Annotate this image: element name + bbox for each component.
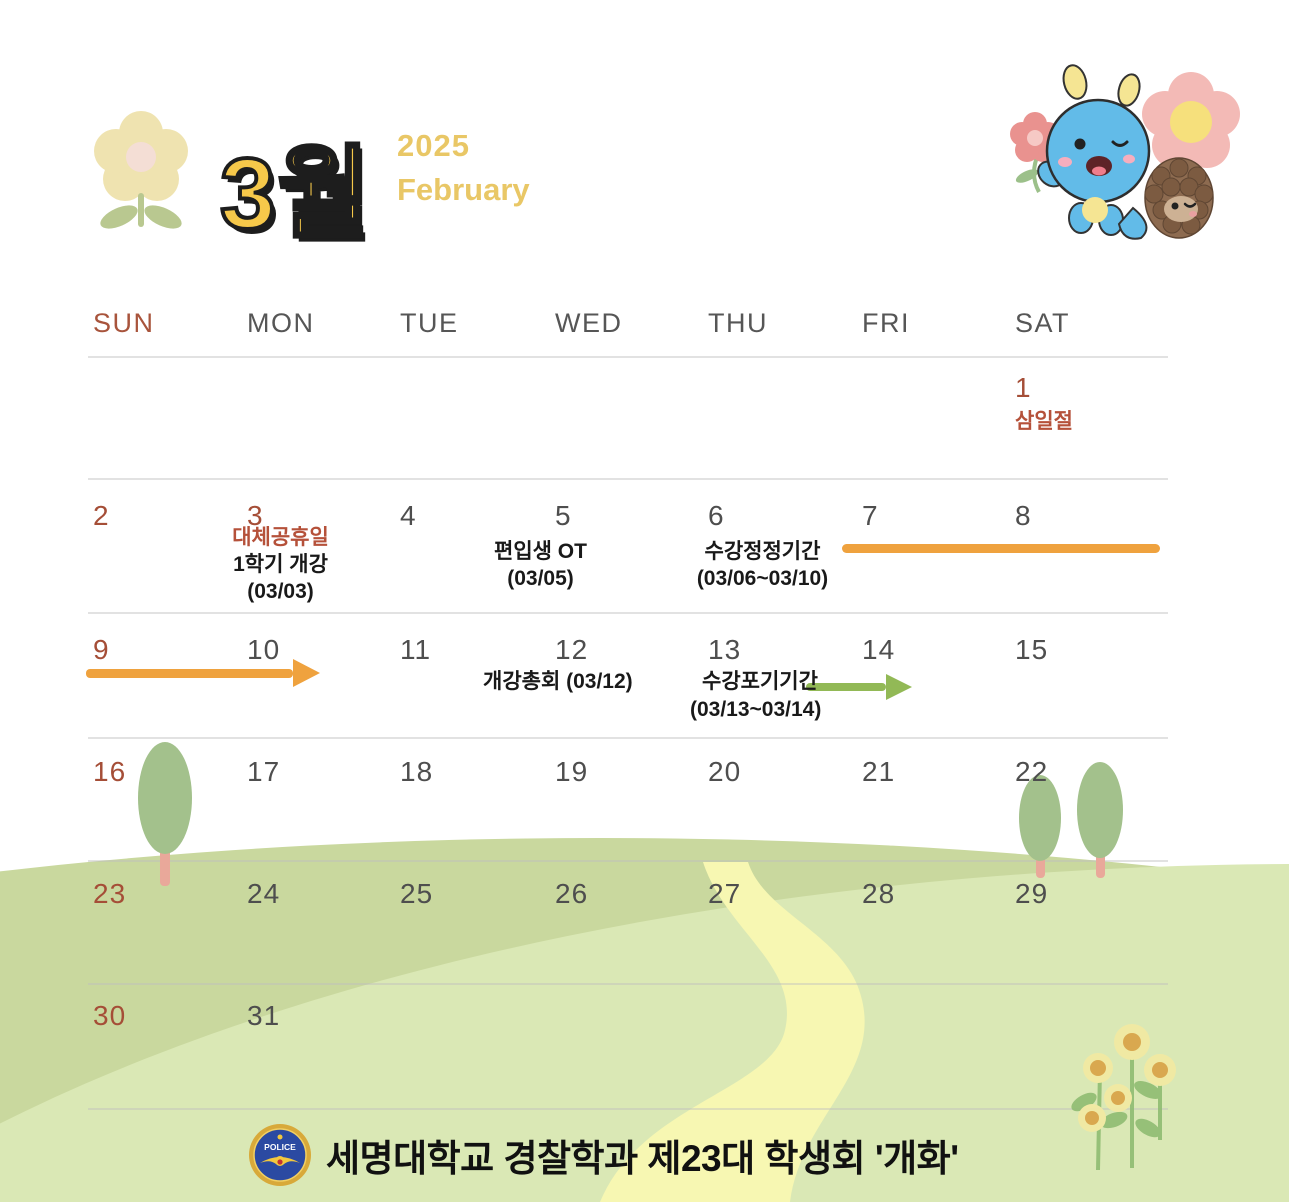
date-cell: 9 xyxy=(93,634,110,665)
date-cell: 23 xyxy=(93,878,127,909)
dragon-mascot-illustration xyxy=(1010,64,1240,240)
date-cell: 14 xyxy=(862,634,896,665)
date-cell: 8 xyxy=(1015,500,1032,531)
date-cell: 12 xyxy=(555,634,589,665)
divider xyxy=(88,478,1168,480)
page-title-month-en: February xyxy=(397,172,530,207)
date-cell: 27 xyxy=(708,878,742,909)
date-cell: 17 xyxy=(247,756,281,787)
date-cell: 29 xyxy=(1015,878,1049,909)
date-cell: 24 xyxy=(247,878,281,909)
orange-arrow-head-icon xyxy=(293,659,320,687)
divider xyxy=(88,1108,1168,1110)
date-cell: 25 xyxy=(400,878,434,909)
date-cell: 2 xyxy=(93,500,110,531)
police-badge-icon: POLICE xyxy=(249,1124,311,1186)
date-cell: 3 xyxy=(247,500,264,531)
divider xyxy=(88,612,1168,614)
date-cell: 7 xyxy=(862,500,879,531)
orange-period-bar xyxy=(842,544,1160,553)
date-cell: 22 xyxy=(1015,756,1049,787)
weekday-tue: TUE xyxy=(400,308,459,338)
footer-title: 세명대학교 경찰학과 제23대 학생회 '개화' xyxy=(326,1138,959,1179)
date-cell: 15 xyxy=(1015,634,1049,665)
event-course-change-period: 수강정정기간 (03/06~03/10) xyxy=(696,540,829,590)
cypress-tree-icon xyxy=(138,742,192,886)
date-cell: 20 xyxy=(708,756,742,787)
page-title-month: 3월 xyxy=(218,136,372,252)
weekday-sun: SUN xyxy=(93,308,155,338)
event-substitute-holiday: 대체공휴일 xyxy=(232,526,329,549)
weekday-fri: FRI xyxy=(862,308,910,338)
green-arrow-shaft xyxy=(806,683,886,691)
date-cell: 16 xyxy=(93,756,127,787)
date-cell: 26 xyxy=(555,878,589,909)
page-title-year: 2025 xyxy=(397,128,470,163)
weekday-mon: MON xyxy=(247,308,315,338)
divider xyxy=(88,983,1168,985)
date-cell: 18 xyxy=(400,756,434,787)
winding-path xyxy=(600,862,865,1202)
divider xyxy=(88,860,1168,862)
event-march-3: 대체공휴일 1학기 개강 (03/03) xyxy=(198,524,363,605)
event-samiljeol: 삼일절 xyxy=(1015,410,1073,433)
divider xyxy=(88,356,1168,358)
flower-icon xyxy=(94,111,188,229)
date-cell: 11 xyxy=(400,634,432,665)
date-cell: 30 xyxy=(93,1000,127,1031)
date-cell: 13 xyxy=(708,634,742,665)
event-semester-start-date: (03/03) xyxy=(247,580,314,603)
footer: POLICE 세명대학교 경찰학과 제23대 학생회 '개화' xyxy=(248,1120,959,1190)
event-transfer-ot: 편입생 OT (03/05) xyxy=(494,540,587,590)
date-cell: 19 xyxy=(555,756,589,787)
weekday-sat: SAT xyxy=(1015,308,1071,338)
weekday-wed: WED xyxy=(555,308,623,338)
event-course-drop-dates: (03/13~03/14) xyxy=(690,698,822,721)
date-cell: 10 xyxy=(247,634,281,665)
date-cell: 4 xyxy=(400,500,417,531)
date-cell: 5 xyxy=(555,500,572,531)
date-cell: 28 xyxy=(862,878,896,909)
date-cell: 6 xyxy=(708,500,725,531)
orange-arrow-shaft xyxy=(86,669,293,678)
divider xyxy=(88,737,1168,739)
date-cell: 31 xyxy=(247,1000,281,1031)
event-semester-start: 1학기 개강 xyxy=(233,553,328,576)
sunflowers-icon xyxy=(1071,1024,1176,1171)
cypress-tree-pair-icon xyxy=(1019,762,1123,878)
svg-text:POLICE: POLICE xyxy=(264,1142,296,1152)
event-course-drop-period: 수강포기기간 xyxy=(702,670,818,693)
date-cell: 21 xyxy=(862,756,896,787)
event-opening-assembly: 개강총회 (03/12) xyxy=(483,670,633,693)
green-arrow-head-icon xyxy=(886,674,912,700)
weekday-thu: THU xyxy=(708,308,768,338)
date-cell: 1 xyxy=(1015,372,1032,403)
